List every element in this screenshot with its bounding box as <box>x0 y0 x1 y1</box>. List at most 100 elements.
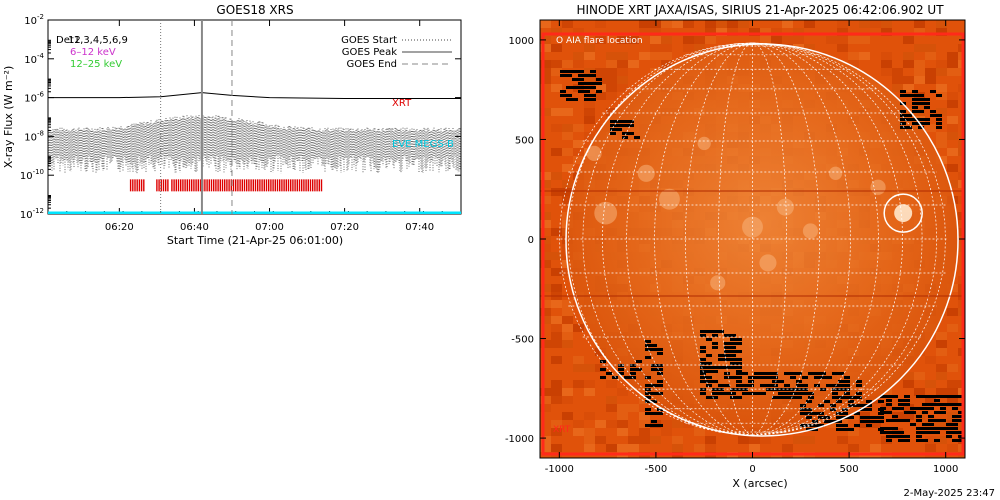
data-gap-cell <box>657 348 663 351</box>
image-tile <box>936 348 947 356</box>
data-gap-cell <box>866 420 872 423</box>
right-x-tick-label-500: 500 <box>840 464 859 475</box>
data-gap-cell <box>560 74 566 77</box>
image-tile <box>562 124 573 132</box>
data-gap-cell <box>936 114 942 117</box>
image-tile <box>628 436 639 444</box>
data-gap-cell <box>952 403 958 406</box>
data-gap-cell <box>900 126 906 129</box>
image-tile <box>914 44 925 52</box>
x-tick-label-06:20: 06:20 <box>105 222 134 233</box>
image-tile <box>683 36 694 44</box>
data-gap-cell <box>712 380 718 383</box>
image-tile <box>584 412 595 420</box>
data-gap-cell <box>918 102 924 105</box>
image-tile <box>628 444 639 452</box>
data-gap-cell <box>724 358 730 361</box>
data-gap-cell <box>651 344 657 347</box>
data-gap-cell <box>778 396 784 399</box>
image-tile <box>540 108 551 116</box>
data-gap-cell <box>634 136 640 139</box>
legend-goes-end: GOES End <box>347 59 397 70</box>
series-line-xrt <box>48 92 461 99</box>
data-gap-cell <box>814 384 820 387</box>
image-tile <box>617 428 628 436</box>
data-gap-cell <box>712 388 718 391</box>
image-tile <box>903 36 914 44</box>
data-gap-cell <box>910 411 916 414</box>
image-tile <box>617 68 628 76</box>
image-tile <box>683 44 694 52</box>
image-tile <box>573 324 584 332</box>
image-tile <box>584 444 595 452</box>
image-tile <box>672 444 683 452</box>
data-gap-cell <box>706 376 712 379</box>
image-tile <box>562 108 573 116</box>
data-gap-cell <box>936 122 942 125</box>
data-gap-cell <box>657 352 663 355</box>
data-gap-cell <box>760 376 766 379</box>
image-tile <box>562 316 573 324</box>
image-tile <box>826 36 837 44</box>
image-tile <box>870 420 881 428</box>
data-gap-cell <box>800 404 806 407</box>
image-tile <box>595 20 606 28</box>
image-tile <box>914 68 925 76</box>
data-gap-cell <box>596 90 602 93</box>
data-gap-cell <box>854 404 860 407</box>
image-tile <box>760 36 771 44</box>
data-gap-cell <box>730 350 736 353</box>
data-gap-cell <box>784 384 790 387</box>
image-tile <box>595 68 606 76</box>
data-gap-cell <box>645 392 651 395</box>
data-gap-cell <box>766 384 772 387</box>
solar-limb <box>565 43 959 437</box>
data-gap-cell <box>900 114 906 117</box>
data-gap-cell <box>736 342 742 345</box>
image-tile <box>617 444 628 452</box>
data-gap-cell <box>934 395 940 398</box>
data-gap-cell <box>912 94 918 97</box>
data-gap-cell <box>800 412 806 415</box>
data-gap-cell <box>772 388 778 391</box>
data-gap-cell <box>796 384 802 387</box>
data-gap-cell <box>730 346 736 349</box>
data-gap-cell <box>836 424 842 427</box>
heliographic-grid <box>556 42 949 436</box>
image-tile <box>551 388 562 396</box>
image-tile <box>540 180 551 188</box>
data-gap-cell <box>892 407 898 410</box>
image-tile <box>584 100 595 108</box>
data-gap-cell <box>736 362 742 365</box>
image-tile <box>760 28 771 36</box>
data-gap-cell <box>706 380 712 383</box>
data-gap-cell <box>724 376 730 379</box>
data-gap-cell <box>928 395 934 398</box>
data-gap-cell <box>736 338 742 341</box>
data-gap-cell <box>860 404 866 407</box>
image-tile <box>925 356 936 364</box>
data-gap-cell <box>578 90 584 93</box>
data-gap-cell <box>836 400 842 403</box>
grid-meridian <box>626 42 753 436</box>
image-tile <box>936 68 947 76</box>
image-tile <box>793 436 804 444</box>
data-gap-cell <box>946 395 952 398</box>
image-tile <box>870 444 881 452</box>
data-gap-cell <box>824 420 830 423</box>
data-gap-cell <box>718 358 724 361</box>
image-tile <box>881 60 892 68</box>
data-gap-cell <box>886 403 892 406</box>
image-tile <box>892 68 903 76</box>
data-gap-cell <box>736 358 742 361</box>
data-gap-cell <box>812 424 818 427</box>
data-gap-cell <box>590 82 596 85</box>
image-tile <box>562 148 573 156</box>
image-tile <box>562 300 573 308</box>
image-tile <box>584 132 595 140</box>
image-tile <box>936 364 947 372</box>
data-gap-cell <box>610 124 616 127</box>
data-gap-cell <box>622 136 628 139</box>
image-tile <box>606 444 617 452</box>
data-gap-cell <box>904 399 910 402</box>
